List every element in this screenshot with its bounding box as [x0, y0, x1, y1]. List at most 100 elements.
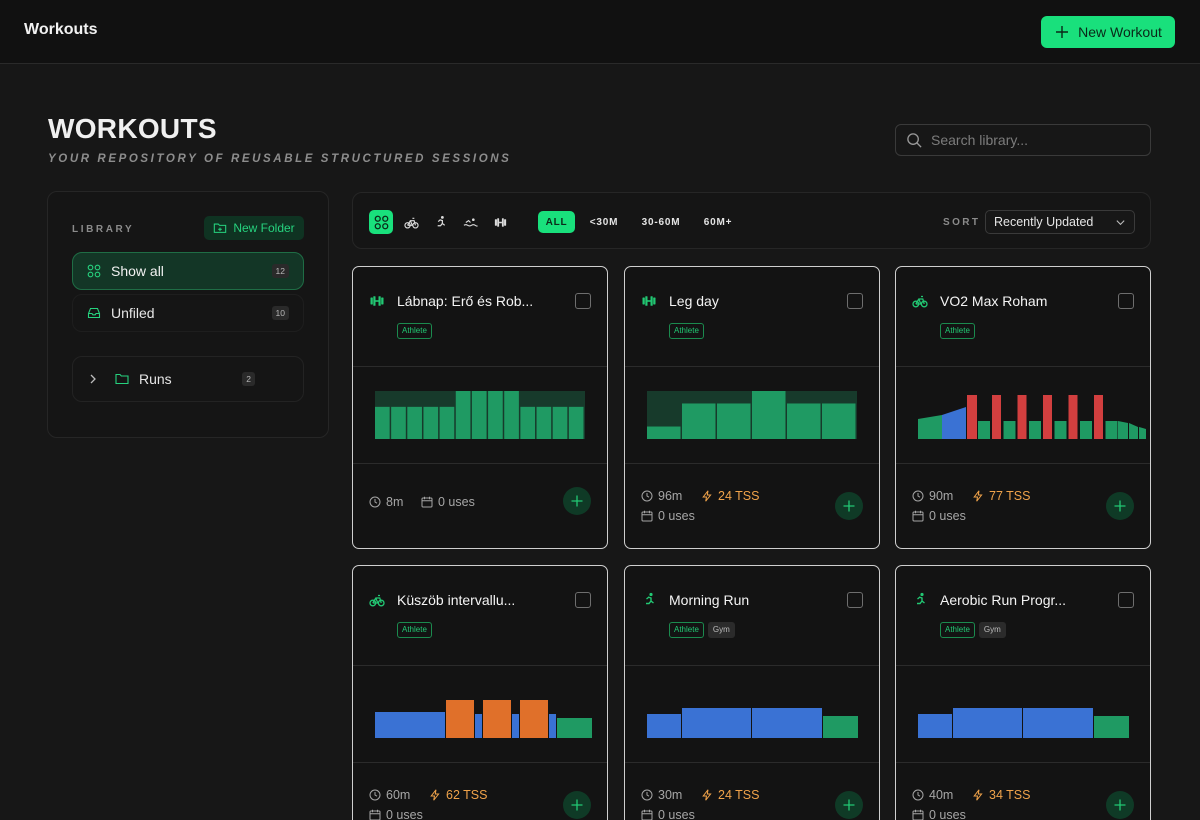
chart-segment	[439, 406, 455, 439]
plus-icon	[571, 495, 583, 507]
add-to-calendar-button[interactable]	[835, 492, 863, 520]
card-header: Aerobic Run Progr... Athlete Gym	[896, 566, 1150, 666]
add-to-calendar-button[interactable]	[1106, 492, 1134, 520]
sidebar-item-count: 12	[271, 264, 289, 278]
tss-value: 34 TSS	[989, 788, 1031, 802]
workout-structure-chart	[353, 666, 607, 763]
tss-value: 77 TSS	[989, 489, 1031, 503]
chart-segment	[823, 716, 858, 738]
add-to-calendar-button[interactable]	[563, 487, 591, 515]
duration-meta: 30m	[641, 788, 682, 802]
sort-select[interactable]: Recently Updated	[985, 210, 1135, 234]
add-to-calendar-button[interactable]	[1106, 791, 1134, 819]
bolt-icon	[702, 789, 712, 801]
duration-filter-all[interactable]: ALL	[538, 211, 575, 233]
plus-icon	[1114, 500, 1126, 512]
folder-icon	[115, 373, 129, 385]
workout-card[interactable]: Küszöb intervallu... Athlete 60m 62 TSS …	[352, 565, 608, 820]
filter-bike-button[interactable]	[399, 210, 423, 234]
search-input[interactable]	[931, 132, 1131, 148]
bike-icon	[369, 592, 385, 608]
run-icon	[912, 592, 928, 608]
library-sidebar: LIBRARY New Folder Show all 12 Unfiled 1…	[47, 191, 329, 438]
clock-icon	[369, 496, 381, 508]
chart-segment	[647, 714, 681, 738]
grid-icon	[374, 215, 388, 229]
sidebar-item-label: Unfiled	[111, 305, 155, 321]
plus-icon	[843, 799, 855, 811]
add-to-calendar-button[interactable]	[563, 791, 591, 819]
add-to-calendar-button[interactable]	[835, 791, 863, 819]
select-checkbox[interactable]	[575, 293, 591, 309]
workout-structure-chart	[625, 666, 879, 763]
workout-card[interactable]: Leg day Athlete 96m 24 TSS 0 uses	[624, 266, 880, 549]
workout-structure-svg	[375, 391, 585, 439]
filter-all-types-button[interactable]	[369, 210, 393, 234]
workout-card[interactable]: Morning Run Athlete Gym 30m 24 TSS 0 uses	[624, 565, 880, 820]
clock-icon	[912, 490, 924, 502]
tss-value: 62 TSS	[446, 788, 488, 802]
chart-segment	[647, 426, 681, 439]
card-footer: 30m 24 TSS 0 uses	[625, 764, 879, 820]
chart-segment	[822, 403, 856, 439]
card-footer: 8m 0 uses	[353, 465, 607, 548]
duration-meta: 96m	[641, 489, 682, 503]
card-title: Aerobic Run Progr...	[940, 592, 1067, 608]
sort-label: SORT	[943, 217, 981, 228]
chart-segment	[787, 403, 821, 439]
chart-segment	[918, 415, 942, 439]
workout-card[interactable]: VO2 Max Roham Athlete 90m 77 TSS 0 uses	[895, 266, 1151, 549]
sort-value: Recently Updated	[994, 215, 1094, 229]
strength-icon	[641, 293, 657, 309]
card-header: Küszöb intervallu... Athlete	[353, 566, 607, 666]
filter-swim-button[interactable]	[458, 210, 482, 234]
uses-value: 0 uses	[386, 808, 423, 820]
grid-icon	[87, 264, 101, 278]
chart-segment	[682, 403, 716, 439]
calendar-icon	[912, 510, 924, 522]
page-subtitle: YOUR REPOSITORY OF REUSABLE STRUCTURED S…	[48, 153, 512, 165]
duration-meta: 90m	[912, 489, 953, 503]
new-workout-button[interactable]: New Workout	[1041, 16, 1175, 48]
chart-segment	[504, 391, 519, 439]
select-checkbox[interactable]	[1118, 592, 1134, 608]
filter-strength-button[interactable]	[488, 210, 512, 234]
select-checkbox[interactable]	[847, 293, 863, 309]
plus-icon	[1056, 26, 1069, 38]
workout-structure-svg	[918, 708, 1129, 738]
duration-filter-30-60[interactable]: 30-60M	[641, 216, 681, 228]
card-footer: 60m 62 TSS 0 uses	[353, 764, 607, 820]
tag-badge: Gym	[707, 622, 735, 638]
select-checkbox[interactable]	[1118, 293, 1134, 309]
workout-structure-chart	[896, 666, 1150, 763]
filter-run-button[interactable]	[428, 210, 452, 234]
sidebar-item-show-all[interactable]: Show all 12	[72, 252, 304, 290]
plus-icon	[571, 799, 583, 811]
sidebar-folder-runs[interactable]: Runs 2	[72, 356, 304, 402]
workout-card[interactable]: Aerobic Run Progr... Athlete Gym 40m 34 T…	[895, 565, 1151, 820]
select-checkbox[interactable]	[847, 592, 863, 608]
tag-list: Athlete	[397, 622, 432, 638]
chart-segment	[475, 714, 482, 738]
chart-segment	[1068, 395, 1078, 439]
duration-value: 40m	[929, 788, 954, 802]
duration-filter-over-60[interactable]: 60M+	[703, 216, 733, 228]
card-title: VO2 Max Roham	[940, 293, 1048, 309]
chevron-right-icon[interactable]	[87, 373, 99, 385]
new-folder-button[interactable]: New Folder	[204, 216, 304, 240]
chevron-down-icon	[1116, 220, 1125, 226]
run-icon	[641, 592, 657, 608]
chart-segment	[536, 406, 552, 439]
select-checkbox[interactable]	[575, 592, 591, 608]
chart-segment	[918, 714, 952, 738]
search-box[interactable]	[895, 124, 1151, 156]
new-folder-label: New Folder	[233, 221, 295, 235]
tss-meta: 62 TSS	[429, 788, 487, 802]
workout-card[interactable]: Lábnap: Erő és Rob... Athlete 8m 0 uses	[352, 266, 608, 549]
sidebar-item-label: Show all	[111, 263, 164, 279]
inbox-icon	[87, 307, 101, 319]
chart-segment	[1003, 421, 1016, 439]
duration-filter-under-30[interactable]: <30M	[589, 216, 619, 228]
sidebar-item-unfiled[interactable]: Unfiled 10	[72, 294, 304, 332]
chart-segment	[423, 406, 439, 439]
